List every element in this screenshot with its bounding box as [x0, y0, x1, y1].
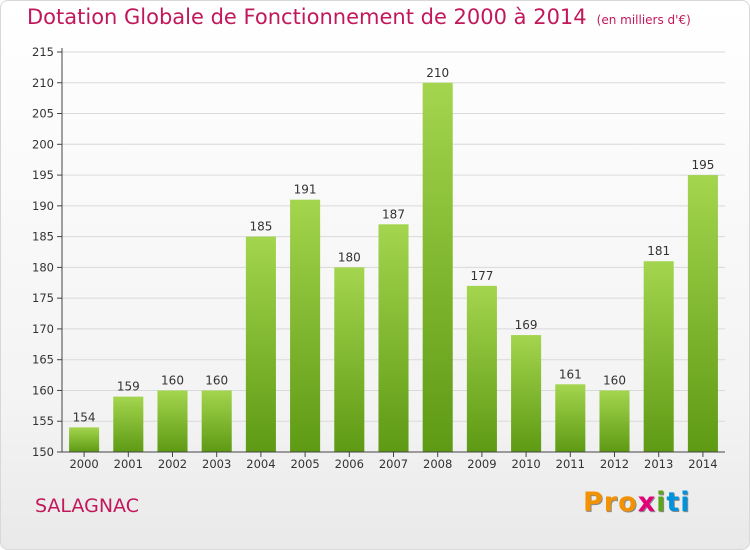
y-tick-label: 170 — [32, 322, 54, 336]
commune-name: SALAGNAC — [35, 495, 139, 517]
logo-letter: r — [603, 487, 619, 518]
x-tick-label: 2005 — [290, 457, 319, 471]
logo-letter: x — [637, 487, 657, 518]
y-tick-label: 190 — [32, 199, 54, 213]
bar-value-label: 169 — [515, 318, 538, 332]
bar-value-label: 195 — [691, 158, 714, 172]
y-tick-label: 175 — [32, 291, 54, 305]
bar-2005 — [290, 199, 321, 452]
x-tick-label: 2009 — [467, 457, 496, 471]
x-tick-label: 2003 — [202, 457, 231, 471]
x-tick-label: 2012 — [600, 457, 629, 471]
bar-value-label: 181 — [647, 244, 670, 258]
x-tick-label: 2002 — [158, 457, 187, 471]
bar-value-label: 180 — [338, 250, 361, 264]
y-tick-label: 195 — [32, 168, 54, 182]
bar-value-label: 159 — [117, 380, 140, 394]
bar-2010 — [511, 335, 542, 452]
bar-value-label: 177 — [470, 269, 493, 283]
bar-2002 — [157, 390, 188, 452]
bar-2012 — [599, 390, 630, 452]
bar-value-label: 191 — [294, 183, 317, 197]
y-tick-label: 185 — [32, 230, 54, 244]
y-tick-label: 150 — [32, 445, 54, 459]
y-tick-label: 160 — [32, 383, 54, 397]
x-tick-label: 2011 — [556, 457, 585, 471]
chart-title-text: Dotation Globale de Fonctionnement de 20… — [27, 5, 587, 29]
bar-2004 — [245, 236, 276, 452]
bar-2011 — [555, 384, 586, 452]
x-tick-label: 2014 — [688, 457, 717, 471]
x-tick-label: 2004 — [246, 457, 275, 471]
y-tick-label: 205 — [32, 107, 54, 121]
logo-letter: t — [666, 487, 681, 518]
axes — [57, 48, 725, 457]
x-tick-label: 2010 — [511, 457, 540, 471]
bar-2014 — [687, 175, 718, 453]
x-tick-label: 2008 — [423, 457, 452, 471]
bar-value-label: 160 — [603, 373, 626, 387]
x-tick-label: 2000 — [69, 457, 98, 471]
bar-2001 — [113, 396, 144, 452]
bars — [69, 82, 718, 453]
bar-2003 — [201, 390, 232, 452]
logo-letter: o — [618, 487, 638, 518]
bar-2008 — [422, 82, 453, 453]
bar-value-label: 161 — [559, 367, 582, 381]
logo-letter: i — [680, 487, 691, 518]
bar-2013 — [643, 261, 674, 452]
x-tick-label: 2007 — [379, 457, 408, 471]
x-tick-label: 2013 — [644, 457, 673, 471]
bar-value-label: 187 — [382, 207, 405, 221]
x-tick-label: 2001 — [114, 457, 143, 471]
x-tick-label: 2006 — [335, 457, 364, 471]
bar-value-label: 160 — [205, 373, 228, 387]
proxiti-logo: Proxiti — [583, 487, 691, 518]
y-tick-label: 165 — [32, 353, 54, 367]
y-tick-label: 200 — [32, 137, 54, 151]
chart-subtitle: (en milliers d'€) — [596, 13, 691, 27]
bar-value-label: 154 — [73, 410, 96, 424]
bar-2009 — [466, 285, 497, 452]
y-tick-label: 180 — [32, 260, 54, 274]
y-tick-label: 215 — [32, 45, 54, 59]
bar-value-label: 210 — [426, 66, 449, 80]
logo-letter: i — [656, 487, 667, 518]
bar-value-label: 160 — [161, 373, 184, 387]
bar-2006 — [334, 267, 365, 452]
y-tick-label: 210 — [32, 76, 54, 90]
labels: 150 155 160 165 170 175 180 185 190 195 200 205 210 2… — [32, 45, 717, 471]
logo-letter: P — [583, 487, 604, 518]
chart-title: Dotation Globale de Fonctionnement de 20… — [27, 5, 691, 29]
y-tick-label: 155 — [32, 414, 54, 428]
bar-2007 — [378, 224, 409, 452]
bar-value-label: 185 — [249, 220, 272, 234]
bar-2000 — [69, 427, 100, 452]
